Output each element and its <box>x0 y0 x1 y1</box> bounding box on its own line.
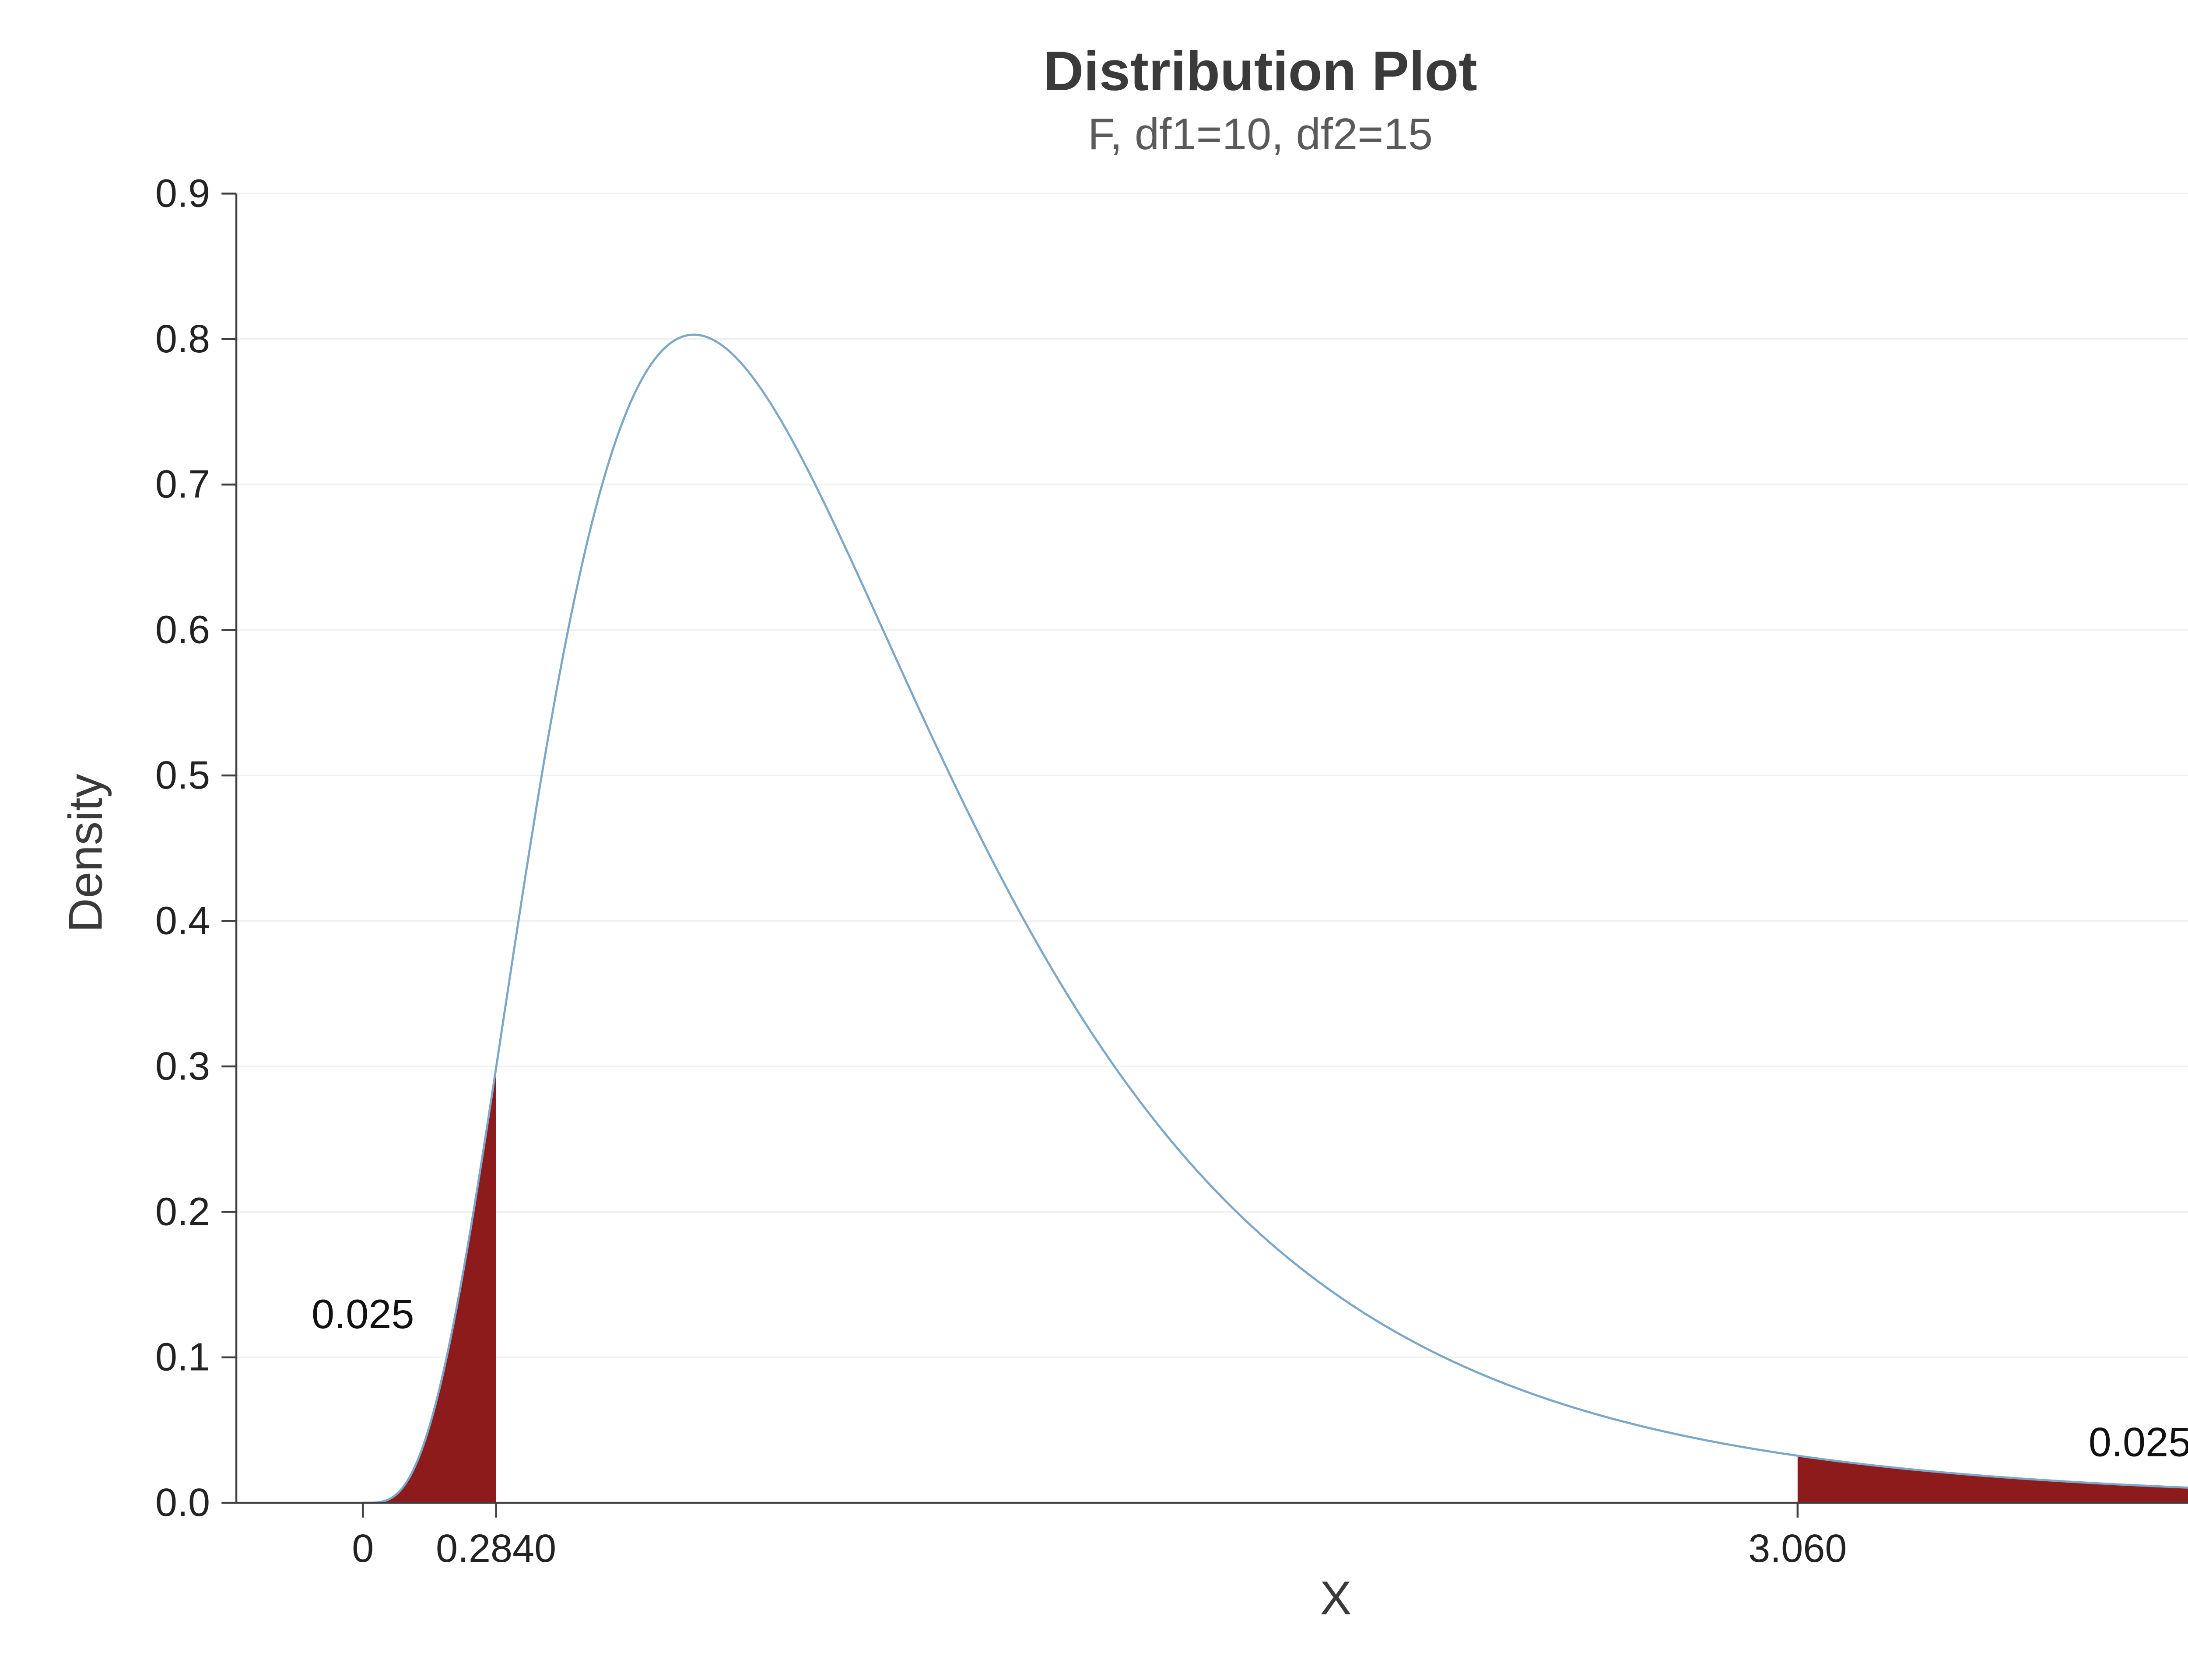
x-tick-label: 0 <box>352 1527 374 1571</box>
tick-labels: 0.0 0.1 0.2 0.3 0.4 0.5 0.6 0.7 0.8 0.9 0 0.2840 3.0… <box>155 172 1847 1571</box>
y-tick-label: 0.3 <box>155 1045 210 1088</box>
x-tick-label: 3.060 <box>1748 1527 1847 1571</box>
y-tick-label: 0.5 <box>155 754 210 797</box>
x-tick-label: 0.2840 <box>436 1527 556 1571</box>
left-tail-probability-label: 0.025 <box>312 1291 414 1337</box>
y-tick-label: 0.0 <box>155 1481 210 1525</box>
axes <box>221 193 2188 1518</box>
left-tail-fill <box>363 1068 496 1503</box>
y-axis-label: Density <box>59 774 112 933</box>
density-curve <box>363 333 2188 1504</box>
y-tick-label: 0.7 <box>155 463 210 506</box>
chart-subtitle: F, df1=10, df2=15 <box>1088 109 1433 159</box>
chart-title: Distribution Plot <box>1043 40 1477 102</box>
right-tail-fill <box>1797 1456 2188 1503</box>
y-tick-label: 0.4 <box>155 899 210 943</box>
y-tick-label: 0.6 <box>155 608 210 652</box>
y-tick-label: 0.1 <box>155 1336 210 1379</box>
density-series <box>363 333 2188 1504</box>
y-tick-label: 0.2 <box>155 1190 210 1234</box>
annotations: 0.025 0.025 <box>312 1291 2188 1465</box>
x-axis-label: X <box>1320 1572 1352 1625</box>
right-tail-probability-label: 0.025 <box>2089 1419 2188 1465</box>
y-tick-label: 0.9 <box>155 172 210 215</box>
y-tick-label: 0.8 <box>155 317 210 361</box>
